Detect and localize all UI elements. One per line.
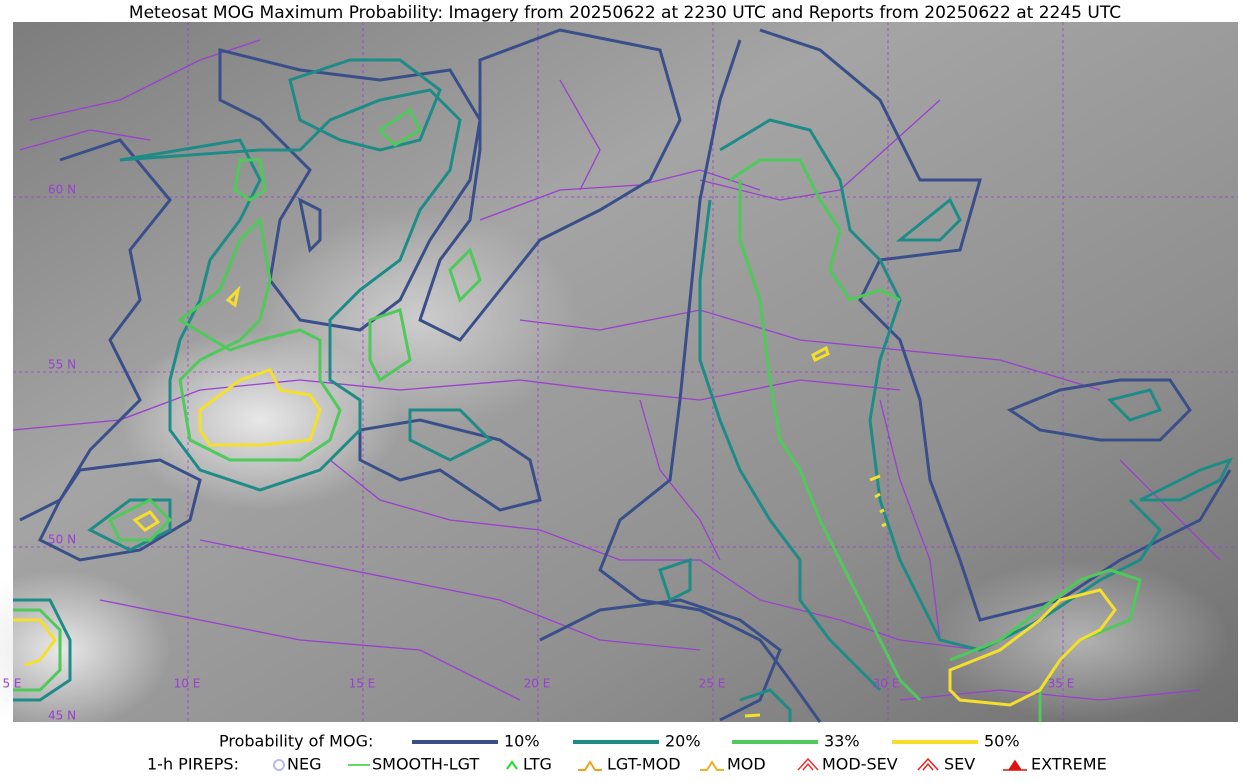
lat-label: 60 N [48,183,76,197]
legend-heading: Probability of MOG: [219,732,373,751]
map: 60 N 55 N 50 N 45 N 5 E 10 E 15 E 20 E 25 E 30 E… [0,22,1238,730]
lon-labels: 5 E 10 E 15 E 20 E 25 E 30 E 35 E [2,677,1074,691]
legend-label: LTG [523,755,552,774]
legend-label: 50% [984,732,1020,751]
lon-label: 10 E [174,677,201,691]
lon-label: 30 E [873,677,900,691]
pirep-icon [273,759,285,771]
legend-label: 10% [504,732,540,751]
pirep-icon [506,760,518,770]
lat-label: 55 N [48,358,76,372]
lat-label: 50 N [48,533,76,547]
lat-labels: 60 N 55 N 50 N 45 N [48,183,76,723]
legend-label: SMOOTH-LGT [372,755,479,774]
pirep-icon [700,760,724,771]
lon-label: 15 E [349,677,376,691]
title: Meteosat MOG Maximum Probability: Imager… [129,3,1121,23]
pirep-icon [797,757,819,771]
legend-heading: 1-h PIREPS: [147,755,239,774]
pirep-icon [1003,759,1027,771]
pirep-icon [578,760,602,771]
legend-label: EXTREME [1031,755,1107,774]
legend-label: 20% [665,732,701,751]
legend-label: NEG [287,755,321,774]
legend: Probability of MOG: 10% 20% 33% 50% 1-h PIREP… [147,732,1107,774]
legend-label: LGT-MOD [607,755,681,774]
lat-label: 45 N [48,709,76,723]
legend-label: MOD-SEV [822,755,898,774]
legend-label: MOD [727,755,766,774]
lon-label: 5 E [2,677,21,691]
legend-label: SEV [944,755,975,774]
lon-label: 25 E [699,677,726,691]
pirep-icon [917,757,939,771]
lon-label: 35 E [1048,677,1075,691]
legend-label: 33% [824,732,860,751]
lon-label: 20 E [524,677,551,691]
